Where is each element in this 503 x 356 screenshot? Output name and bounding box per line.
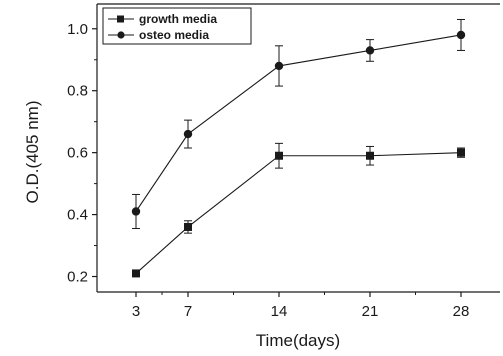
x-tick-label: 3 <box>132 303 140 320</box>
x-tick-label: 21 <box>362 303 379 320</box>
y-tick-label: 0.6 <box>67 145 88 162</box>
legend-box <box>102 7 252 45</box>
series-line <box>135 34 462 212</box>
data-point <box>131 207 141 216</box>
data-point <box>457 148 465 157</box>
data-point <box>366 151 374 160</box>
legend-label: growth media <box>139 12 217 26</box>
data-point <box>132 269 140 278</box>
legend-marker-circle <box>117 31 125 39</box>
y-axis-label: O.D.(405 nm) <box>23 101 42 204</box>
y-tick-label: 1.0 <box>67 21 88 38</box>
y-tick-label: 0.2 <box>67 269 88 286</box>
axes: 3 7 14 21 28 0.2 0.4 0.6 0.8 1.0 <box>67 3 500 320</box>
series-line <box>135 152 462 274</box>
x-tick-label: 28 <box>453 303 470 320</box>
series-osteo-media <box>131 18 466 230</box>
series-layer <box>131 18 466 278</box>
y-tick-label: 0.8 <box>67 83 88 100</box>
x-tick-label: 7 <box>184 303 192 320</box>
x-axis-label: Time(days) <box>256 331 340 350</box>
data-point <box>184 222 192 231</box>
data-point <box>275 151 283 160</box>
legend: growth media osteo media <box>102 7 252 45</box>
legend-item: osteo media <box>108 28 209 42</box>
legend-item: growth media <box>108 12 217 26</box>
x-tick-label: 14 <box>271 303 288 320</box>
data-point <box>274 61 284 71</box>
series-growth-media <box>132 142 465 278</box>
y-tick-label: 0.4 <box>67 207 88 224</box>
data-point <box>365 46 375 55</box>
legend-marker-square <box>117 15 124 23</box>
data-point <box>183 129 193 139</box>
data-point <box>456 30 466 40</box>
legend-label: osteo media <box>139 28 209 42</box>
